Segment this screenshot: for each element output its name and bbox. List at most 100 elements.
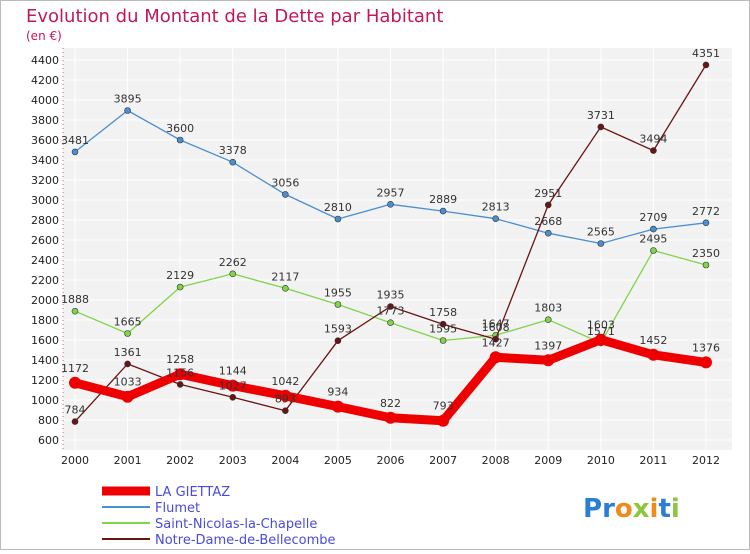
data-label: 1665 — [114, 316, 142, 329]
data-label: 1033 — [114, 376, 142, 389]
data-label: 2709 — [639, 211, 667, 224]
x-tick-label: 2004 — [271, 454, 299, 467]
data-label: 2129 — [166, 269, 194, 282]
data-point — [597, 123, 605, 131]
data-label: 3895 — [114, 93, 142, 106]
data-point — [174, 368, 187, 381]
data-label: 2889 — [429, 193, 457, 206]
data-point — [439, 207, 447, 215]
y-tick-label: 800 — [38, 414, 59, 427]
data-label: 2117 — [271, 270, 299, 283]
y-tick-label: 2400 — [31, 254, 59, 267]
data-point — [229, 393, 237, 401]
data-point — [282, 191, 289, 198]
data-point — [121, 390, 134, 403]
data-point — [492, 335, 499, 343]
x-tick-label: 2006 — [377, 454, 405, 467]
y-tick-label: 2200 — [31, 274, 59, 287]
data-label: 2951 — [534, 187, 562, 200]
series-flumet — [71, 107, 710, 247]
data-point — [387, 201, 394, 208]
data-point — [331, 400, 344, 413]
data-point — [124, 330, 131, 337]
data-label: 3378 — [219, 144, 247, 157]
data-label: 2957 — [377, 186, 405, 199]
data-point — [542, 354, 555, 367]
data-label: 2813 — [482, 201, 510, 214]
data-point — [700, 356, 712, 369]
data-point — [387, 319, 394, 327]
legend-label: Flumet — [155, 501, 200, 516]
logo-letter: i — [671, 494, 680, 524]
y-tick-label: 2600 — [31, 234, 59, 247]
data-label: 893 — [275, 393, 296, 406]
y-tick-label: 1200 — [31, 374, 59, 387]
y-tick-label: 1800 — [31, 314, 59, 327]
data-label: 1758 — [429, 306, 457, 319]
data-labels-saint-nicolas-la-chapelle: 1888 1665 2129 2262 2117 1955 1773 1595 1647 1803… — [61, 233, 720, 338]
data-label: 1172 — [61, 362, 89, 375]
y-tick-label: 4200 — [31, 74, 59, 87]
y-tick-label: 1000 — [31, 394, 59, 407]
data-point — [650, 225, 657, 233]
data-point — [650, 147, 657, 154]
data-label: 1955 — [324, 287, 352, 300]
data-label: 2810 — [324, 201, 352, 214]
data-point — [71, 148, 79, 156]
data-label: 3481 — [61, 134, 89, 147]
data-label: 1258 — [166, 353, 194, 366]
data-point — [647, 348, 660, 361]
y-tick-label: 3000 — [31, 194, 59, 207]
data-point — [492, 215, 499, 222]
data-label: 1027 — [219, 379, 247, 392]
data-point — [650, 247, 657, 254]
chart-title: Evolution du Montant de la Dette par Hab… — [26, 6, 443, 27]
x-tick-label: 2009 — [534, 454, 562, 467]
y-tick-label: 2800 — [31, 214, 59, 227]
data-label: 1595 — [429, 323, 457, 336]
data-point — [334, 301, 342, 308]
data-point — [71, 307, 79, 315]
data-point — [544, 201, 552, 209]
data-label: 1397 — [534, 339, 562, 352]
data-label: 3600 — [166, 122, 194, 135]
y-tick-label: 4000 — [31, 94, 59, 107]
data-point — [279, 389, 292, 402]
y-tick-label: 3800 — [31, 114, 59, 127]
data-point — [702, 219, 710, 227]
logo-letter: r — [602, 494, 615, 524]
data-label: 1773 — [377, 305, 405, 318]
data-label: 1888 — [61, 293, 89, 306]
data-point — [384, 411, 397, 424]
data-point — [229, 158, 237, 166]
logo-letter: P — [583, 494, 602, 524]
data-point — [334, 215, 342, 223]
data-point — [702, 61, 710, 69]
data-point — [176, 283, 184, 291]
data-label: 3056 — [271, 176, 299, 189]
data-point — [176, 381, 184, 388]
data-label: 2772 — [692, 205, 720, 218]
data-label: 2495 — [639, 233, 667, 246]
y-tick-label: 3200 — [31, 174, 59, 187]
x-tick-label: 2005 — [324, 454, 352, 467]
data-point — [124, 107, 131, 114]
logo-letter: i — [650, 494, 659, 524]
data-point — [597, 240, 605, 247]
data-point — [594, 333, 607, 346]
data-label: 934 — [327, 386, 348, 399]
data-label: 2668 — [534, 215, 562, 228]
data-label: 2262 — [219, 256, 247, 269]
proxiti-logo-text: Proxiti — [583, 494, 680, 524]
data-label: 1361 — [114, 346, 142, 359]
data-label: 822 — [380, 397, 401, 410]
data-label: 3731 — [587, 109, 615, 122]
legend-label: Saint-Nicolas-la-Chapelle — [155, 517, 317, 532]
data-label: 1144 — [219, 365, 247, 378]
data-label: 1935 — [377, 289, 405, 302]
data-point — [124, 360, 131, 368]
proxiti-logo: Proxiti — [583, 494, 680, 524]
data-point — [176, 136, 184, 144]
x-tick-label: 2012 — [692, 454, 720, 467]
